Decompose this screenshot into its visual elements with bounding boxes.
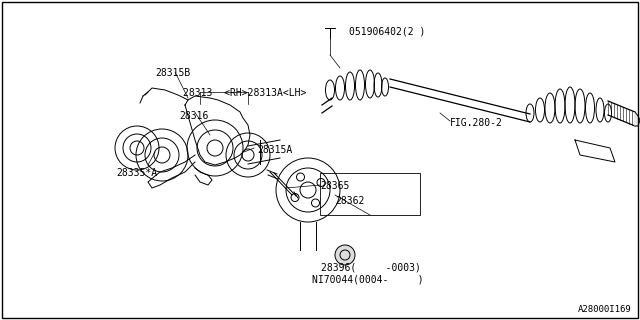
Text: 28362: 28362	[335, 196, 364, 206]
Text: A28000I169: A28000I169	[579, 305, 632, 314]
Text: 28315B: 28315B	[155, 68, 190, 78]
Text: 28316: 28316	[179, 111, 209, 121]
Text: 28313  <RH>28313A<LH>: 28313 <RH>28313A<LH>	[183, 88, 307, 98]
Text: 28365: 28365	[320, 181, 349, 191]
Text: 28315A: 28315A	[257, 145, 292, 155]
Text: NI70044(0004-     ): NI70044(0004- )	[312, 275, 424, 285]
Polygon shape	[635, 112, 640, 126]
Circle shape	[335, 245, 355, 265]
Text: FIG.280-2: FIG.280-2	[450, 118, 503, 128]
Bar	[320, 173, 420, 215]
Text: 28335*A: 28335*A	[116, 168, 157, 178]
Text: 28396(     -0003): 28396( -0003)	[321, 262, 421, 272]
Text: 051906402(2 ): 051906402(2 )	[349, 27, 426, 37]
